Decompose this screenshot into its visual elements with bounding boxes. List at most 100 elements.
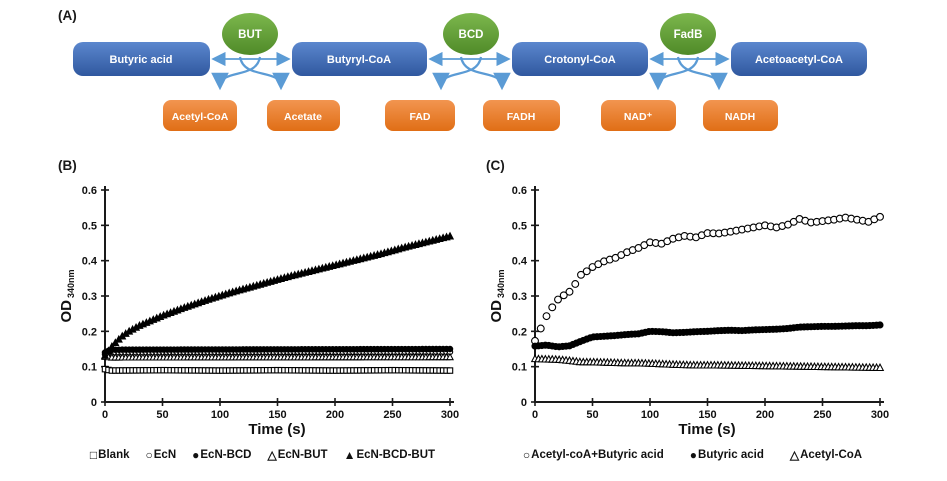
metabolite-box-crotonyl-coa: Crotonyl-CoA	[512, 42, 648, 76]
chart-b: OD 340nm Time (s) 0 0.1 0.2 0.3 0.4 0.5 0.6 0 50 1…	[58, 185, 459, 438]
y-tick-label: 0.1	[512, 362, 527, 374]
legend-label: Butyric acid	[698, 449, 764, 461]
legend-item: △ EcN-BUT	[268, 448, 328, 462]
panel-a-label: (A)	[58, 8, 77, 23]
y-axis-label-sub: 340nm	[66, 269, 76, 298]
marker-EcN-BCD	[446, 345, 454, 353]
legend-label: EcN-BUT	[277, 449, 328, 461]
cofactor-box-fad: FAD	[385, 100, 455, 131]
marker-Acetyl-coA+Butyric acid	[542, 312, 551, 321]
cofactor-label: FADH	[507, 111, 536, 123]
x-tick-label: 50	[586, 409, 598, 421]
data-points	[530, 212, 885, 372]
x-tick-label: 100	[641, 409, 659, 421]
marker-Acetyl-coA+Butyric acid	[571, 280, 580, 288]
legend-b: □ Blank ○ EcN ● EcN-BCD △ EcN-BUT ▲ EcN-BCD-BUT	[55, 448, 470, 462]
legend-label: EcN	[153, 449, 177, 461]
enzyme-label: BUT	[238, 29, 262, 41]
curved-arrow-acetyl-coa	[211, 56, 262, 91]
metabolite-box-acetoacetyl-coa: Acetoacetyl-CoA	[731, 42, 867, 76]
legend-item: ▲ EcN-BCD-BUT	[344, 448, 435, 462]
marker-Acetyl-coA+Butyric acid	[554, 295, 562, 304]
cofactor-box-nad: NAD⁺	[601, 100, 676, 131]
legend-item: △ Acetyl-CoA	[790, 448, 862, 462]
metabolite-label: Butyric acid	[110, 54, 173, 66]
enzyme-oval-fadb: FadB	[660, 13, 716, 55]
y-tick-label: 0.4	[512, 256, 528, 268]
legend-marker-square-open-icon: □	[89, 448, 98, 462]
enzyme-oval-but: BUT	[222, 13, 278, 55]
x-tick-label: 200	[326, 409, 344, 421]
y-tick-label: 0	[91, 397, 97, 409]
legend-item: □ Blank	[90, 448, 130, 462]
y-tick-label: 0.5	[82, 220, 97, 232]
x-tick-label: 250	[813, 409, 831, 421]
metabolite-label: Butyryl-CoA	[327, 54, 391, 66]
enzyme-label: BCD	[459, 29, 484, 41]
y-tick-label: 0.5	[512, 220, 527, 232]
marker-EcN-BCD-BUT	[445, 231, 455, 240]
legend-marker-circle-open-icon: ○	[522, 448, 531, 462]
marker-Acetyl-coA+Butyric acid	[582, 267, 591, 276]
y-axis-label-main: OD	[58, 300, 75, 323]
y-axis-label-sub: 340nm	[496, 269, 506, 298]
legend-marker-triangle-open-icon: △	[267, 448, 277, 462]
legend-marker-triangle-open-icon: △	[789, 448, 800, 462]
cofactor-label: FAD	[410, 111, 431, 123]
x-tick-label: 150	[268, 409, 286, 421]
x-tick-label: 100	[211, 409, 229, 421]
legend-label: Blank	[98, 449, 130, 461]
curved-arrow-fad	[432, 56, 483, 91]
curved-arrow-nadh	[676, 56, 728, 91]
data-points	[100, 231, 455, 374]
x-tick-label: 300	[441, 409, 459, 421]
cofactor-label: NADH	[725, 111, 755, 123]
cofactor-label: Acetyl-CoA	[172, 111, 229, 123]
panel-c-label: (C)	[486, 158, 505, 173]
axes: 0 0.1 0.2 0.3 0.4 0.5 0.6 0 50 100 150 200 250 300	[82, 185, 459, 421]
legend-label: Acetyl-coA+Butyric acid	[531, 449, 664, 461]
metabolite-label: Crotonyl-CoA	[544, 54, 616, 66]
legend-marker-circle-filled-icon: ●	[689, 448, 698, 462]
x-tick-label: 150	[698, 409, 716, 421]
curved-arrow-acetate	[238, 56, 290, 91]
curved-arrow-nad	[649, 56, 700, 91]
cofactor-box-acetyl-coa: Acetyl-CoA	[163, 100, 237, 131]
marker-EcN-BUT	[446, 352, 454, 361]
x-tick-label: 0	[532, 409, 538, 421]
legend-label: EcN-BCD	[200, 449, 252, 461]
y-tick-label: 0.2	[82, 326, 97, 338]
metabolite-label: Acetoacetyl-CoA	[755, 54, 843, 66]
y-tick-label: 0	[521, 397, 527, 409]
cofactor-box-acetate: Acetate	[267, 100, 340, 131]
legend-label: EcN-BCD-BUT	[356, 449, 436, 461]
marker-Acetyl-coA+Butyric acid	[559, 291, 568, 300]
cofactor-arrows	[211, 56, 728, 91]
cofactor-box-nadh: NADH	[703, 100, 778, 131]
x-tick-label: 250	[383, 409, 401, 421]
marker-Acetyl-coA+Butyric acid	[577, 270, 585, 279]
y-tick-label: 0.6	[512, 185, 527, 197]
metabolite-box-butyric-acid: Butyric acid	[73, 42, 210, 76]
y-axis-label-main: OD	[488, 300, 505, 323]
y-tick-label: 0.4	[82, 256, 98, 268]
x-tick-label: 50	[156, 409, 168, 421]
legend-item: ○ EcN	[146, 448, 177, 462]
cofactor-label: NAD⁺	[624, 111, 653, 123]
enzyme-oval-bcd: BCD	[443, 13, 499, 55]
marker-Acetyl-coA+Butyric acid	[536, 324, 545, 333]
y-tick-label: 0.3	[512, 291, 527, 303]
y-axis-label: OD 340nm	[488, 269, 506, 322]
marker-Blank	[446, 367, 454, 374]
x-tick-label: 200	[756, 409, 774, 421]
y-tick-label: 0.2	[512, 326, 527, 338]
marker-Acetyl-coA+Butyric acid	[565, 287, 574, 296]
marker-Acetyl-coA+Butyric acid	[548, 303, 557, 312]
curved-arrow-fadh	[459, 56, 511, 91]
marker-EcN-BCD-BUT	[100, 351, 110, 359]
metabolite-box-butyryl-coa: Butyryl-CoA	[292, 42, 427, 76]
legend-c: ○ Acetyl-coA+Butyric acid ● Butyric acid △ Ac…	[485, 448, 900, 462]
x-axis-label: Time (s)	[248, 421, 305, 438]
legend-marker-circle-open-icon: ○	[145, 448, 153, 462]
